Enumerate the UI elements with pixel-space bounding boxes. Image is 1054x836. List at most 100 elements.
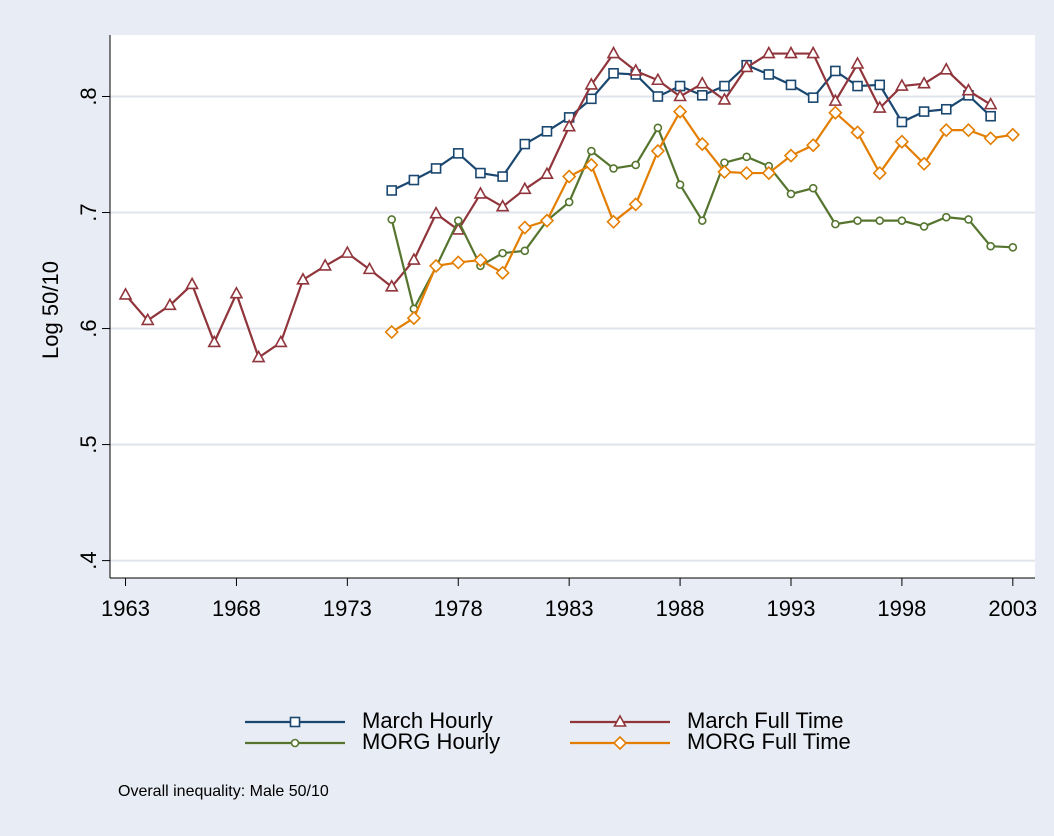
data-point: [430, 163, 442, 174]
data-point: [428, 258, 444, 274]
x-tick-label: 1963: [101, 596, 150, 621]
x-tick-label: 1998: [877, 596, 926, 621]
data-point: [739, 59, 754, 73]
data-point: [229, 286, 244, 299]
x-tick-label: 2003: [988, 596, 1037, 621]
legend-marker: [290, 738, 300, 748]
legend-marker: [612, 735, 628, 751]
data-point: [828, 105, 843, 120]
data-point: [407, 252, 421, 265]
data-point: [717, 164, 732, 180]
data-point: [961, 123, 976, 138]
legend-marker: [289, 716, 301, 728]
data-point: [719, 80, 730, 92]
data-point: [140, 312, 155, 326]
data-point: [828, 93, 843, 106]
data-point: [673, 88, 687, 102]
data-point: [386, 185, 398, 196]
data-point: [628, 197, 643, 212]
y-tick-label: .7: [76, 203, 101, 221]
data-point: [519, 138, 531, 150]
legend-label: March Full Time: [687, 708, 843, 733]
data-point: [895, 78, 909, 91]
y-tick-label: .6: [76, 319, 101, 337]
data-point: [541, 126, 553, 137]
data-point: [695, 136, 710, 152]
data-point: [986, 241, 995, 251]
data-point: [651, 72, 665, 86]
data-point: [185, 276, 199, 290]
data-point: [872, 165, 887, 181]
data-point: [783, 148, 799, 163]
data-point: [163, 297, 177, 311]
data-point: [784, 45, 798, 59]
data-point: [1008, 243, 1018, 252]
data-point: [451, 255, 466, 270]
data-point: [318, 258, 333, 271]
x-tick-label: 1983: [545, 596, 594, 621]
data-point: [273, 334, 288, 348]
data-point: [785, 79, 797, 91]
data-point: [406, 310, 422, 326]
x-tick-label: 1993: [767, 596, 816, 621]
data-point: [497, 171, 508, 182]
data-point: [517, 220, 532, 235]
data-point: [874, 79, 886, 91]
data-point: [384, 324, 399, 340]
data-point: [919, 222, 929, 231]
data-point: [850, 125, 865, 140]
data-point: [786, 189, 796, 199]
data-point: [763, 69, 775, 80]
data-point: [916, 156, 932, 171]
data-point: [584, 77, 599, 90]
legend-label: MORG Full Time: [687, 729, 851, 754]
data-point: [675, 180, 685, 189]
data-point: [875, 216, 885, 225]
y-tick-label: .4: [76, 551, 101, 569]
data-point: [940, 103, 952, 115]
x-tick-label: 1973: [323, 596, 372, 621]
data-point: [983, 131, 998, 146]
data-point: [807, 92, 819, 103]
y-axis-label: Log 50/10: [38, 261, 63, 359]
data-point: [118, 287, 133, 300]
note: Overall inequality: Male 50/10: [118, 783, 329, 800]
data-point: [606, 214, 621, 229]
data-point: [296, 272, 310, 285]
y-tick-label: .5: [76, 435, 101, 453]
data-point: [362, 261, 377, 275]
data-point: [652, 91, 664, 102]
data-point: [429, 206, 443, 219]
legend-label: March Hourly: [362, 708, 493, 733]
data-point: [473, 252, 488, 268]
data-point: [672, 104, 688, 119]
data-point: [894, 134, 910, 149]
data-point: [609, 164, 618, 173]
data-point: [520, 246, 530, 256]
data-point: [695, 76, 710, 89]
data-point: [517, 181, 532, 195]
data-point: [498, 248, 507, 258]
x-tick-label: 1988: [656, 596, 705, 621]
data-point: [340, 245, 355, 258]
x-tick-label: 1968: [212, 596, 261, 621]
data-point: [384, 279, 399, 292]
data-point: [761, 165, 776, 181]
data-point: [939, 123, 954, 138]
data-point: [852, 80, 863, 92]
data-point: [653, 123, 663, 133]
series-line: [124, 51, 992, 360]
data-point: [251, 349, 266, 363]
data-point: [207, 334, 222, 348]
data-point: [1005, 127, 1020, 142]
data-point: [918, 106, 930, 117]
data-point: [985, 110, 996, 122]
data-point: [539, 213, 555, 228]
data-point: [562, 119, 577, 132]
data-point: [831, 219, 840, 229]
data-point: [453, 216, 463, 225]
data-point: [917, 76, 931, 89]
data-point: [631, 160, 641, 170]
data-point: [452, 148, 464, 159]
